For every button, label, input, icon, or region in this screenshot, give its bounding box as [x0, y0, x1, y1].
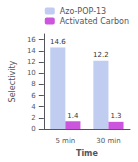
svg-text:16: 16: [27, 36, 36, 44]
svg-text:2: 2: [31, 114, 35, 122]
svg-text:8: 8: [31, 80, 35, 88]
svg-text:30 min: 30 min: [96, 137, 120, 145]
svg-text:Activated Carbon: Activated Carbon: [60, 17, 129, 26]
svg-text:6: 6: [31, 92, 36, 100]
svg-text:Selectivity: Selectivity: [8, 60, 17, 102]
svg-text:5 min: 5 min: [55, 137, 75, 145]
svg-text:1.4: 1.4: [67, 112, 79, 120]
svg-text:14: 14: [27, 47, 36, 55]
svg-text:4: 4: [31, 103, 36, 111]
svg-text:1.3: 1.3: [110, 112, 121, 120]
svg-text:12: 12: [27, 58, 36, 66]
svg-text:10: 10: [27, 69, 36, 77]
svg-text:12.2: 12.2: [93, 51, 109, 59]
svg-text:14.6: 14.6: [50, 38, 66, 46]
svg-text:Time: Time: [76, 149, 99, 158]
svg-text:0: 0: [31, 125, 35, 133]
svg-text:Azo-POP-13: Azo-POP-13: [60, 7, 106, 16]
